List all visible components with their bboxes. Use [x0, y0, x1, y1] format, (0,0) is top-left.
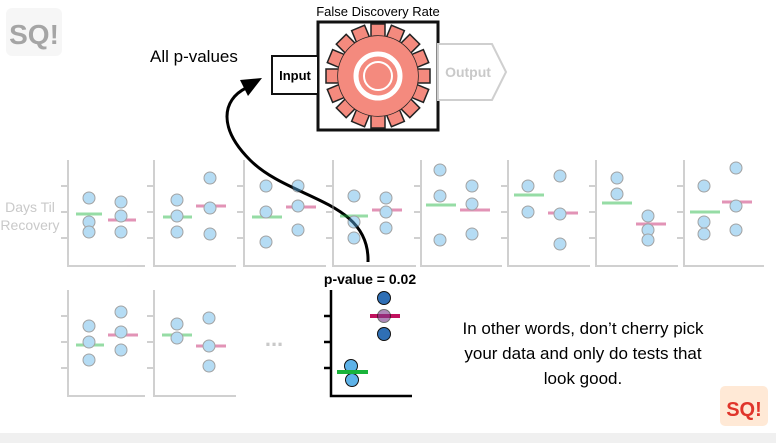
footer-bar [0, 433, 776, 443]
mini-plot [326, 160, 416, 267]
pvalue-label: p-value = 0.02 [324, 271, 416, 287]
mini-plot [589, 160, 678, 267]
mini-plot [414, 160, 502, 267]
ylabel-line2: Recovery [0, 217, 59, 233]
logo-top-left: SQ! [6, 8, 62, 56]
caption-line3: look good. [544, 369, 622, 388]
input-label: Input [279, 68, 311, 83]
highlight-plot [324, 290, 412, 398]
ylabel-line1: Days Til [5, 199, 55, 215]
mini-plot [61, 290, 145, 397]
gear-icon [325, 23, 431, 129]
output-label: Output [445, 64, 491, 80]
mini-plot [61, 160, 145, 267]
logo-text: SQ! [9, 19, 59, 50]
all-pvalues-label: All p-values [150, 47, 238, 66]
fdr-title: False Discovery Rate [316, 4, 440, 19]
ellipsis: ... [265, 326, 283, 351]
mini-plot [501, 160, 590, 267]
row2-plots [61, 290, 236, 397]
mini-plot [677, 160, 764, 267]
logo-bottom-right: SQ! [720, 386, 768, 426]
curved-arrow [225, 78, 370, 263]
input-box [271, 55, 319, 95]
row1-plots [61, 160, 764, 267]
caption-line2: your data and only do tests that [464, 344, 701, 363]
output-arrow [437, 43, 508, 101]
mini-plot [147, 290, 236, 397]
caption-line1: In other words, don’t cherry pick [463, 319, 704, 338]
logo-small-text: SQ! [726, 399, 762, 421]
mini-plot [237, 160, 326, 267]
mini-plot [147, 160, 236, 267]
